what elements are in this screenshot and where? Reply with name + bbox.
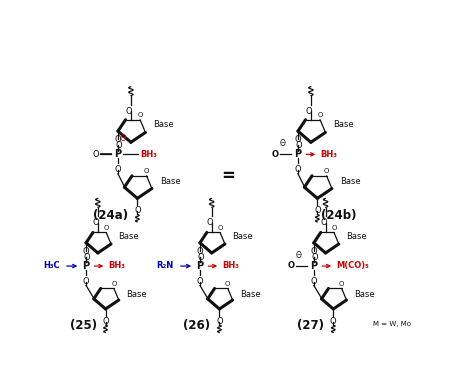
Text: Base: Base: [160, 178, 181, 187]
Text: O: O: [197, 277, 203, 286]
Text: O: O: [115, 135, 121, 144]
Text: O: O: [206, 218, 213, 228]
Text: O: O: [125, 107, 132, 116]
Text: P: P: [294, 149, 301, 159]
Text: O: O: [295, 165, 301, 174]
Text: O: O: [310, 277, 317, 286]
Text: O: O: [197, 247, 203, 256]
Text: O: O: [225, 281, 230, 287]
Text: O: O: [102, 317, 109, 326]
Text: (25): (25): [70, 319, 97, 332]
Text: O: O: [288, 261, 295, 270]
Text: H₃C: H₃C: [43, 261, 60, 270]
Text: O: O: [197, 253, 204, 262]
Text: Θ: Θ: [120, 134, 127, 143]
Text: O: O: [83, 277, 90, 286]
Text: P: P: [196, 261, 203, 271]
Text: Base: Base: [340, 178, 361, 187]
Text: O: O: [339, 281, 344, 287]
Text: BH₃: BH₃: [320, 149, 337, 159]
Text: O: O: [330, 317, 337, 326]
Text: O: O: [144, 168, 149, 174]
Text: P: P: [114, 149, 121, 159]
Text: M(CO)₅: M(CO)₅: [336, 261, 369, 270]
Text: O: O: [295, 135, 301, 144]
Text: O: O: [116, 141, 122, 150]
Text: Base: Base: [240, 289, 261, 298]
Text: O: O: [331, 225, 337, 231]
Text: Base: Base: [126, 289, 147, 298]
Text: O: O: [324, 168, 329, 174]
Text: P: P: [82, 261, 90, 271]
Text: Base: Base: [118, 232, 139, 241]
Text: O: O: [103, 225, 109, 231]
Text: O: O: [272, 149, 279, 159]
Text: (26): (26): [183, 319, 210, 332]
Text: O: O: [134, 206, 141, 216]
Text: O: O: [111, 281, 117, 287]
Text: O: O: [305, 107, 312, 116]
Text: Θ: Θ: [295, 250, 301, 260]
Text: O: O: [311, 253, 318, 262]
Text: O: O: [115, 165, 121, 174]
Text: (24b): (24b): [321, 209, 356, 222]
Text: O: O: [83, 247, 90, 256]
Text: O: O: [310, 247, 317, 256]
Text: M = W, Mo: M = W, Mo: [374, 320, 411, 327]
Text: Θ: Θ: [280, 139, 285, 148]
Text: P: P: [310, 261, 318, 271]
Text: O: O: [320, 218, 327, 228]
Text: O: O: [92, 218, 99, 228]
Text: (24a): (24a): [93, 209, 128, 222]
Text: Base: Base: [346, 232, 367, 241]
Text: Base: Base: [154, 120, 174, 129]
Text: BH₃: BH₃: [140, 149, 157, 159]
Text: O: O: [318, 112, 323, 118]
Text: Base: Base: [334, 120, 354, 129]
Text: Base: Base: [354, 289, 374, 298]
Text: O: O: [137, 112, 143, 118]
Text: O: O: [92, 149, 99, 159]
Text: BH₃: BH₃: [222, 261, 239, 270]
Text: (27): (27): [297, 319, 324, 332]
Text: =: =: [221, 167, 235, 185]
Text: Base: Base: [232, 232, 253, 241]
Text: BH₃: BH₃: [108, 261, 125, 270]
Text: O: O: [216, 317, 223, 326]
Text: O: O: [295, 141, 302, 150]
Text: O: O: [83, 253, 90, 262]
Text: O: O: [218, 225, 223, 231]
Text: R₂N: R₂N: [156, 261, 173, 270]
Text: O: O: [314, 206, 321, 216]
